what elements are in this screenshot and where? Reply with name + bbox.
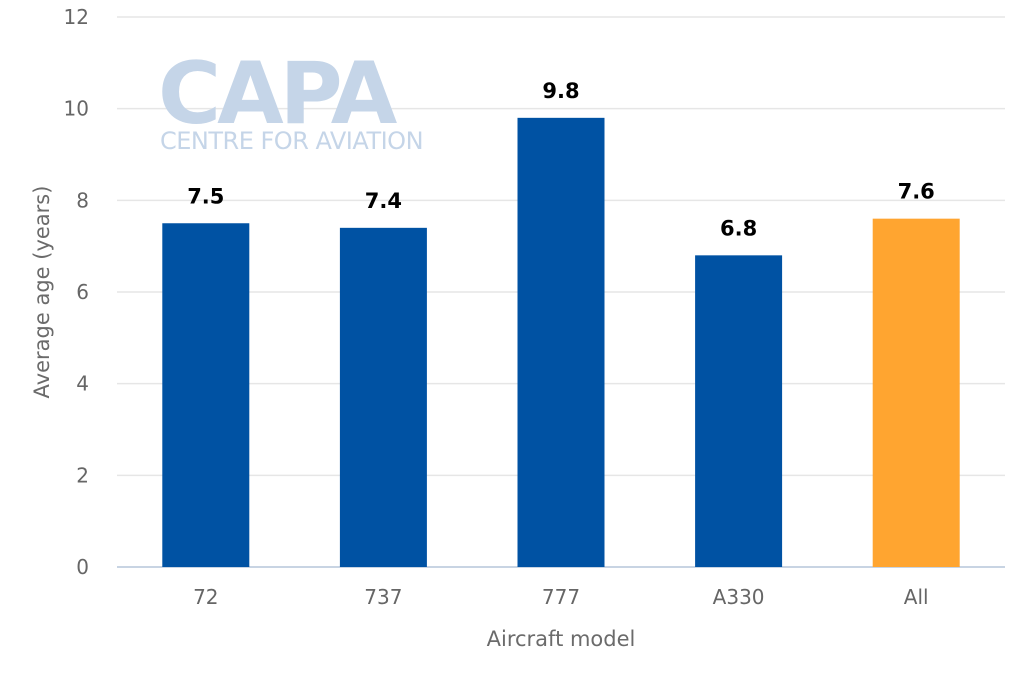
x-axis-ticks: 72 737 777 A330 All — [193, 585, 929, 609]
bar-72 — [162, 223, 250, 567]
logo-wordmark: CAPA — [158, 44, 398, 144]
y-tick-label: 8 — [76, 188, 89, 212]
data-label: 7.4 — [365, 189, 402, 213]
bar-a330 — [695, 255, 783, 568]
y-axis-title: Average age (years) — [30, 186, 54, 399]
data-label: 7.6 — [898, 180, 935, 204]
y-axis-ticks: 0 2 4 6 8 10 12 — [64, 5, 89, 579]
data-label: 7.5 — [187, 184, 224, 208]
y-tick-label: 0 — [76, 555, 89, 579]
bar-777 — [517, 117, 605, 567]
x-tick-label: 72 — [193, 585, 218, 609]
x-tick-label: All — [904, 585, 929, 609]
x-tick-label: 777 — [542, 585, 580, 609]
x-tick-label: A330 — [713, 585, 765, 609]
y-tick-label: 2 — [76, 463, 89, 487]
data-label: 6.8 — [720, 216, 757, 240]
bar-all — [872, 218, 960, 567]
y-tick-label: 12 — [64, 5, 89, 29]
y-tick-label: 10 — [64, 97, 89, 121]
x-tick-label: 737 — [364, 585, 402, 609]
data-label: 9.8 — [542, 79, 579, 103]
y-tick-label: 4 — [76, 372, 89, 396]
capa-logo: CAPA CENTRE FOR AVIATION — [158, 44, 424, 155]
logo-tagline: CENTRE FOR AVIATION — [160, 127, 423, 155]
data-labels: 7.5 7.4 9.8 6.8 7.6 — [187, 79, 935, 240]
bar-737 — [339, 227, 427, 568]
x-axis-title: Aircraft model — [487, 627, 636, 651]
y-tick-label: 6 — [76, 280, 89, 304]
bars — [162, 117, 960, 568]
